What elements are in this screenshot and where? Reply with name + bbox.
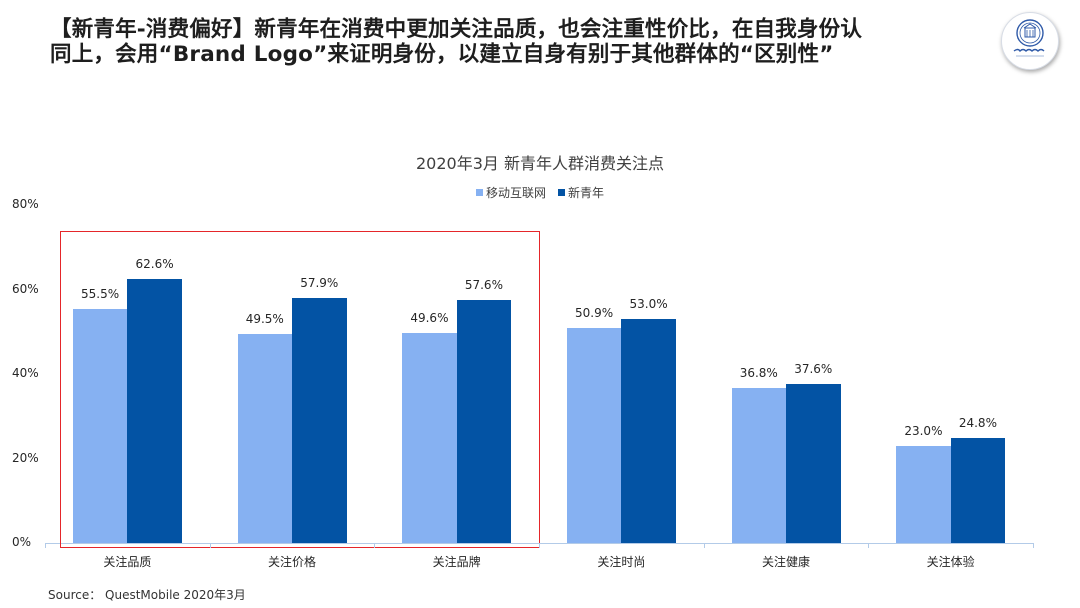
bar-value-label: 36.8% [739,365,778,380]
bar-value-label: 24.8% [958,416,997,431]
legend-item-mobile-internet: 移动互联网 [475,184,546,201]
chart-title: 2020年3月 新青年人群消费关注点 [416,154,664,173]
category-label: 关注价格 [267,555,316,569]
category-label: 关注体验 [926,555,975,569]
y-tick-60: 60% [12,282,39,296]
bar-new-youth [950,438,1006,543]
bar-mobile-internet [566,327,622,543]
legend-label: 新青年 [568,186,605,200]
y-tick-80: 80% [12,197,39,211]
category-label: 关注健康 [761,555,810,569]
source-note: Source： QuestMobile 2020年3月 [48,588,246,602]
bar-value-label: 23.0% [904,423,943,438]
bar-mobile-internet [896,445,951,543]
bar-value-label: 55.5% [81,286,120,301]
bar-mobile-internet [731,387,786,543]
bar-value-label: 53.0% [629,297,668,312]
x-axis-tick [45,543,46,548]
legend: 移动互联网 新青年 [0,184,1080,201]
y-tick-20: 20% [12,451,39,465]
x-axis-tick [374,543,376,548]
highlight-box [60,231,540,548]
category-label: 关注时尚 [597,555,646,569]
bar-new-youth [621,319,676,543]
category-label: 关注品牌 [432,555,481,569]
x-axis-tick [209,543,211,548]
bar-new-youth [456,299,512,543]
bar-value-label: 50.9% [575,305,614,320]
bar-value-label: 57.9% [300,276,339,291]
category-label: 关注品质 [103,555,152,569]
legend-item-new-youth: 新青年 [558,184,604,201]
x-axis-tick [868,543,870,548]
bar-value-label: 49.5% [245,311,284,326]
university-seal-icon [1001,12,1059,70]
legend-label: 移动互联网 [485,186,546,200]
legend-swatch-icon [475,189,483,196]
bar-mobile-internet [402,333,457,543]
bar-mobile-internet [72,308,128,543]
headline: 【新青年-消费偏好】新青年在消费中更加关注品质，也会注重性价比，在自我身份认同上… [50,17,863,67]
y-tick-0: 0% [12,535,32,549]
legend-swatch-icon [558,189,565,196]
bar-value-label: 62.6% [135,256,174,271]
bar-new-youth [292,298,347,543]
bar-value-label: 37.6% [794,362,833,377]
bar-value-label: 57.6% [464,277,503,292]
x-axis-tick [703,543,705,548]
bar-new-youth [127,278,182,543]
bar-mobile-internet [237,333,292,543]
x-axis-tick [1033,543,1034,548]
y-tick-40: 40% [12,366,39,380]
bar-value-label: 49.6% [410,311,449,326]
bar-new-youth [786,384,841,543]
x-axis-tick [539,543,540,548]
